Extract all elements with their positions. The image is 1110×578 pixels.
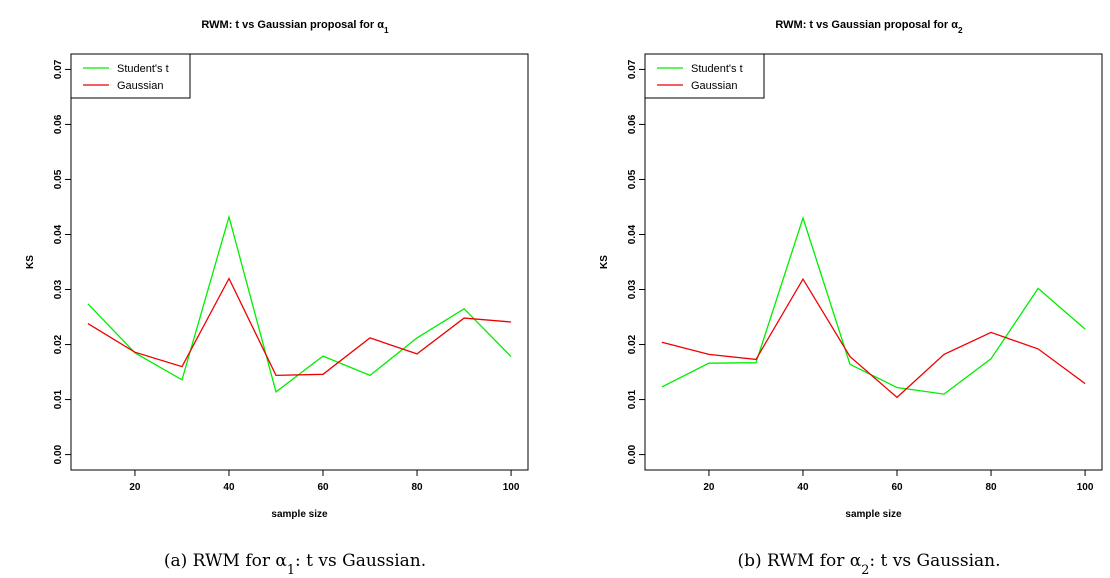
legend-entry: Student's t: [117, 63, 169, 75]
x-tick-label: 20: [129, 482, 141, 493]
chart-title: RWM: t vs Gaussian proposal for α2: [775, 19, 963, 35]
x-axis-label: sample size: [271, 509, 328, 520]
y-axis-label: KS: [599, 255, 610, 269]
legend-entry: Gaussian: [691, 80, 737, 92]
series-line-gaussian: [661, 277, 1086, 399]
x-tick-label: 60: [891, 482, 903, 493]
x-tick-label: 40: [797, 482, 809, 493]
legend-box: [644, 53, 765, 99]
x-tick-label: 60: [317, 482, 329, 493]
chart-panel-b: RWM: t vs Gaussian proposal for α2 20 40 60…: [599, 19, 1103, 578]
x-tick-label: 80: [411, 482, 423, 493]
series-line-students-t: [87, 214, 512, 394]
y-tick-label: 0.00: [53, 444, 64, 464]
y-tick-label: 0.01: [627, 389, 638, 409]
y-tick-label: 0.05: [53, 169, 64, 189]
x-tick-label: 40: [223, 482, 235, 493]
plot-frame: [644, 53, 1103, 471]
legend-entry: Gaussian: [117, 80, 163, 92]
y-tick-label: 0.02: [627, 334, 638, 354]
series-line-students-t: [661, 215, 1086, 395]
x-axis-label: sample size: [845, 509, 902, 520]
figure-caption: (b) RWM for α2: t vs Gaussian.: [737, 551, 1000, 578]
y-axis-label: KS: [25, 255, 36, 269]
y-tick-label: 0.03: [53, 279, 64, 299]
legend: Student's t Gaussian: [644, 53, 765, 99]
y-tick-label: 0.02: [53, 334, 64, 354]
chart-panel-a: RWM: t vs Gaussian proposal for α1 20 40 60…: [25, 19, 529, 578]
y-tick-label: 0.07: [53, 59, 64, 79]
y-tick-label: 0.01: [53, 389, 64, 409]
y-tick-label: 0.03: [627, 279, 638, 299]
y-tick-label: 0.05: [627, 169, 638, 189]
y-tick-label: 0.06: [627, 114, 638, 134]
legend-entry: Student's t: [691, 63, 743, 75]
x-tick-label: 100: [503, 482, 520, 493]
y-tick-label: 0.06: [53, 114, 64, 134]
legend-box: [70, 53, 191, 99]
chart-title: RWM: t vs Gaussian proposal for α1: [201, 19, 389, 35]
y-tick-label: 0.04: [53, 224, 64, 244]
x-tick-label: 100: [1077, 482, 1094, 493]
y-tick-label: 0.04: [627, 224, 638, 244]
series-line-gaussian: [87, 277, 512, 377]
figure-caption: (a) RWM for α1: t vs Gaussian.: [164, 551, 426, 578]
y-tick-label: 0.07: [627, 59, 638, 79]
x-tick-label: 20: [703, 482, 715, 493]
y-tick-label: 0.00: [627, 444, 638, 464]
plot-frame: [70, 53, 529, 471]
legend: Student's t Gaussian: [70, 53, 191, 99]
x-tick-label: 80: [985, 482, 997, 493]
